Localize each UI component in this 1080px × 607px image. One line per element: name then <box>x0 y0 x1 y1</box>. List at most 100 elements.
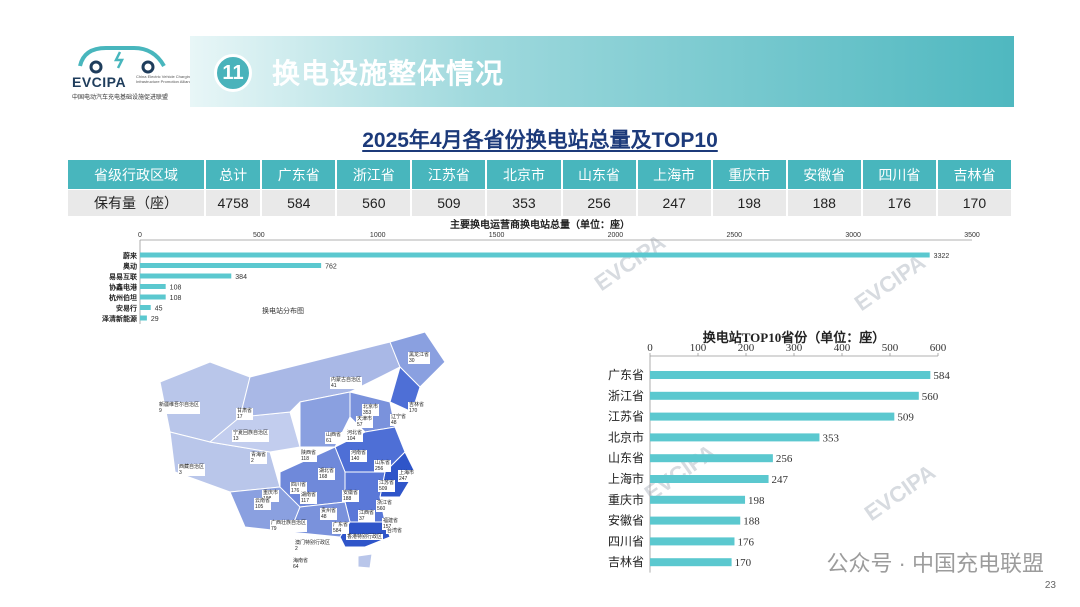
table-cell: 509 <box>412 189 486 216</box>
map-province-label: 福建省 157 <box>382 518 400 530</box>
map-province-name: 陕西省 <box>301 450 317 456</box>
x-tick-label: 300 <box>786 342 803 354</box>
map-province-name: 吉林省 <box>409 402 425 408</box>
table-header-row: 省级行政区域 总计 广东省 浙江省 江苏省 北京市 山东省 上海市 重庆市 安徽… <box>68 160 1011 189</box>
map-province-label: 香港特别行政区 <box>346 534 384 540</box>
map-province-label: 宁夏回族自治区 13 <box>232 430 270 442</box>
x-tick-label: 2000 <box>608 232 624 239</box>
map-province-name: 湖北省 <box>319 468 335 474</box>
bar <box>140 284 166 289</box>
table-cell: 584 <box>262 189 336 216</box>
bar <box>140 263 322 268</box>
map-province-name: 河北省 <box>347 430 363 436</box>
map-province-label: 广西壮族自治区 79 <box>270 520 308 532</box>
map-province-label: 黑龙江省 30 <box>408 352 431 364</box>
chart-title: 换电站TOP10省份（单位：座） <box>703 330 886 345</box>
x-tick-label: 500 <box>882 342 899 354</box>
bar <box>140 273 232 279</box>
map-province-name: 广东省 <box>333 522 349 528</box>
x-tick-label: 1500 <box>489 232 505 239</box>
map-province-name: 重庆市 <box>263 490 279 496</box>
map-province-name: 山西省 <box>326 432 342 438</box>
map-province-value: 140 <box>351 456 360 462</box>
map-province-label: 河北省 104 <box>346 430 364 442</box>
map-province-value: 584 <box>333 528 342 534</box>
map-province-label: 内蒙古自治区 41 <box>330 377 363 389</box>
x-tick-label: 600 <box>930 342 947 354</box>
operator-bar-chart: 主要换电运营商换电站总量（单位：座） 0 500 1000 1500 2000 2500 30… <box>102 218 980 324</box>
bar <box>650 495 746 504</box>
x-tick-label: 3000 <box>845 232 861 239</box>
map-province-name: 新疆维吾尔自治区 <box>159 402 200 408</box>
table-cell: 560 <box>337 189 411 216</box>
map-province-value: 2 <box>251 458 254 464</box>
map-province-value: 176 <box>291 488 300 494</box>
table-header-cell: 广东省 <box>262 160 336 189</box>
data-label: 384 <box>235 274 247 281</box>
map-province-value: 509 <box>379 486 388 492</box>
x-tick-label: 100 <box>690 342 707 354</box>
section-title: 2025年4月各省份换电站总量及TOP10 <box>362 129 718 152</box>
page-number: 23 <box>1044 580 1056 591</box>
y-tick-label: 蔚来 <box>123 251 138 260</box>
map-province-name: 四川省 <box>291 482 307 488</box>
map-caption: 换电站分布图 <box>262 308 304 315</box>
table-row: 保有量（座） 4758 584 560 509 353 256 247 198 … <box>68 189 1011 216</box>
map-province-name: 海南省 <box>293 558 309 564</box>
x-tick-label: 0 <box>647 342 653 354</box>
data-label: 584 <box>933 370 950 382</box>
x-tick-label: 500 <box>253 232 265 239</box>
map-province-label: 云南省 105 <box>254 498 272 510</box>
bar <box>650 433 820 442</box>
map-province-name: 天津市 <box>357 416 373 422</box>
chart-title: 主要换电运营商换电站总量（单位：座） <box>450 218 630 231</box>
map-province-label: 山东省 256 <box>374 460 392 472</box>
map-province-value: 3 <box>179 470 182 476</box>
y-tick-label: 江苏省 <box>608 410 644 424</box>
map-province-label: 安徽省 188 <box>342 490 360 502</box>
map-province-label: 陕西省 118 <box>300 450 318 462</box>
summary-table: 省级行政区域 总计 广东省 浙江省 江苏省 北京市 山东省 上海市 重庆市 安徽… <box>66 160 1013 216</box>
table-cell: 4758 <box>206 189 261 216</box>
map-province-value: 61 <box>326 438 332 444</box>
table-header-cell: 安徽省 <box>787 160 861 189</box>
y-tick-label: 安易行 <box>116 304 137 313</box>
map-province-name: 湖南省 <box>301 492 317 498</box>
page-title: 换电设施整体情况 <box>272 58 505 89</box>
map-province-value: 170 <box>409 408 418 414</box>
y-tick-label: 吉林省 <box>608 555 644 569</box>
bar <box>650 371 931 379</box>
table-header-cell: 上海市 <box>637 160 711 189</box>
map-province-name: 台湾省 <box>387 528 403 534</box>
map-province-value: 9 <box>159 408 162 414</box>
data-label: 198 <box>748 495 765 507</box>
map-province-name: 云南省 <box>255 498 271 504</box>
map-province-label: 江西省 37 <box>358 510 376 522</box>
y-tick-label: 北京市 <box>608 429 644 444</box>
bar <box>650 475 769 483</box>
map-province-value: 30 <box>409 358 415 364</box>
wechat-watermark: 公众号 · 中国充电联盟 <box>826 551 1044 576</box>
data-label: 108 <box>170 295 182 302</box>
data-label: 509 <box>897 412 914 424</box>
map-province-label: 河南省 140 <box>350 450 368 462</box>
table-header-cell: 北京市 <box>487 160 561 189</box>
map-province-name: 贵州省 <box>321 508 337 514</box>
map-province-label: 上海市 247 <box>398 470 416 482</box>
table-cell: 353 <box>487 189 561 216</box>
map-province-label: 四川省 176 <box>290 482 308 494</box>
map-province-value: 560 <box>377 506 386 512</box>
map-province-label: 湖南省 117 <box>300 492 318 504</box>
data-label: 170 <box>735 557 752 569</box>
map-province-name: 北京市 <box>363 404 379 410</box>
table-cell: 170 <box>937 189 1011 216</box>
bar <box>650 516 741 525</box>
x-tick-label: 0 <box>138 232 142 239</box>
map-province-value: 64 <box>293 564 299 570</box>
table-header-cell: 浙江省 <box>337 160 411 189</box>
map-province-value: 104 <box>347 436 356 442</box>
map-province-label: 海南省 64 <box>292 558 310 570</box>
y-tick-label: 山东省 <box>608 451 644 465</box>
table-header-cell: 总计 <box>206 160 261 189</box>
y-tick-label: 广东省 <box>608 368 644 382</box>
